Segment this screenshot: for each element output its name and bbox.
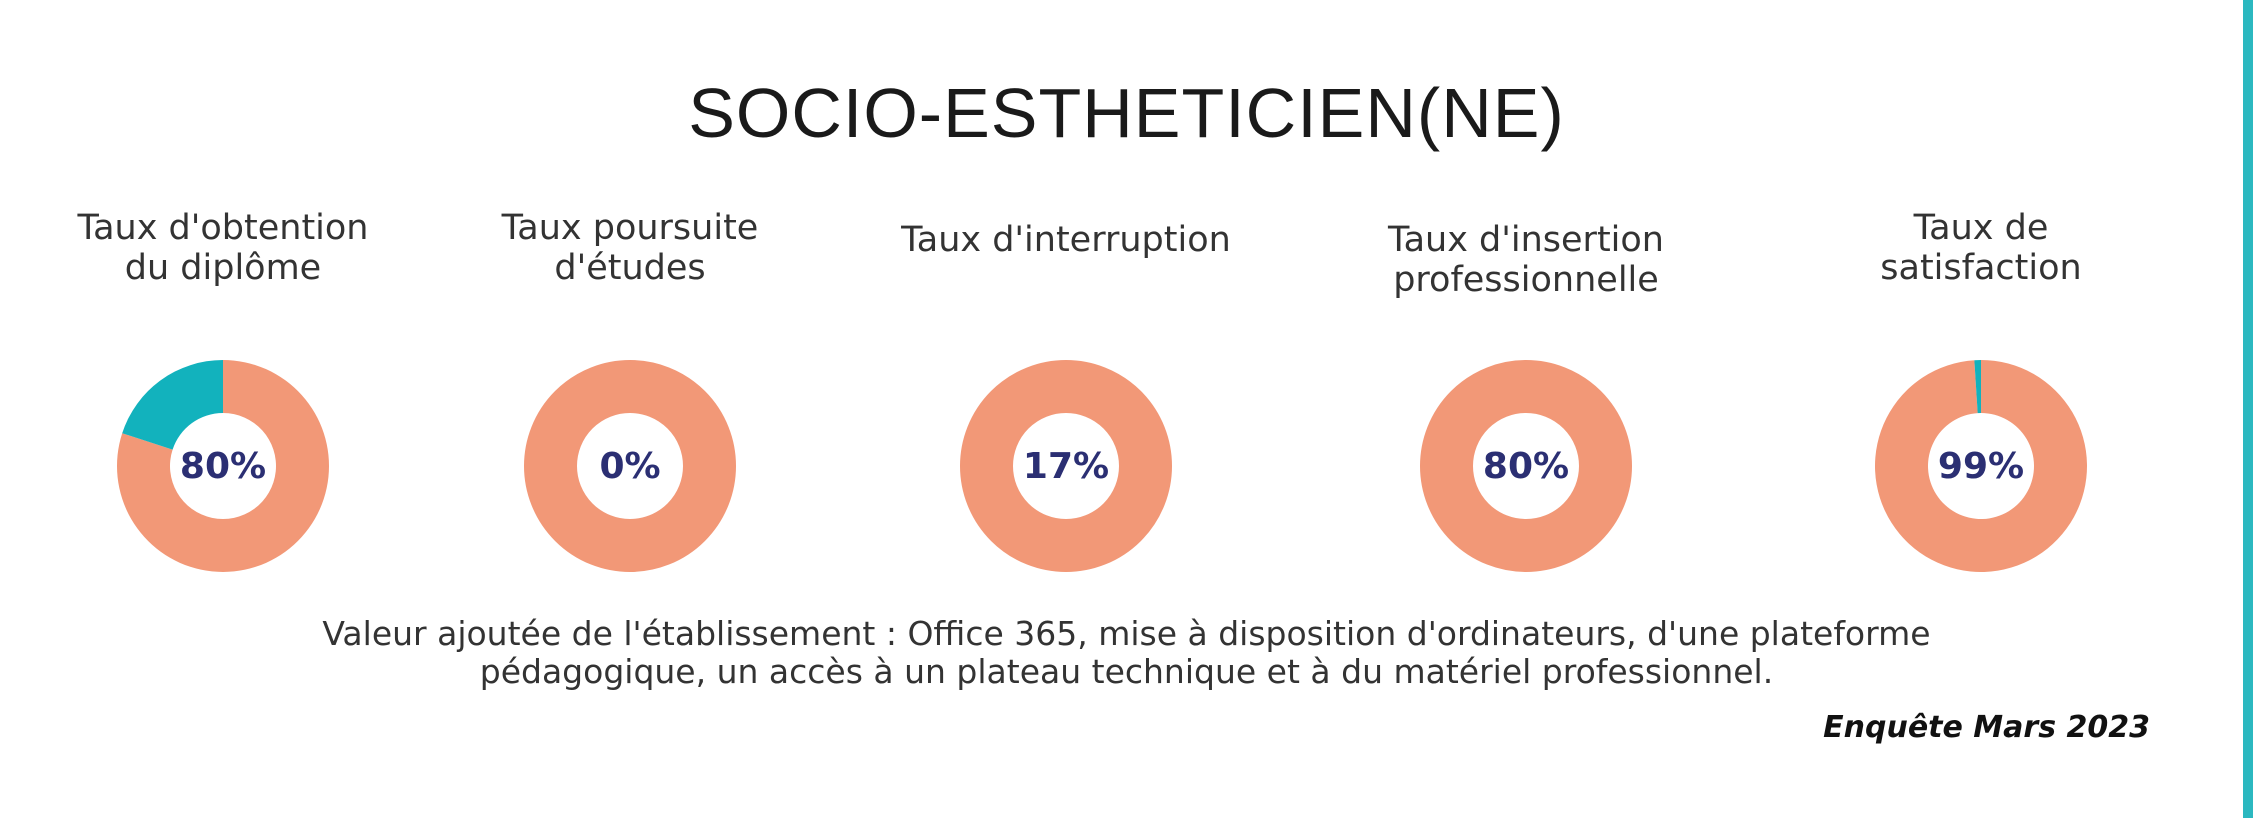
donut-value-label: 80%	[1482, 445, 1570, 487]
donut-svg	[1420, 360, 1632, 572]
donut-slice-remainder	[122, 360, 223, 450]
donut-slice-value	[1875, 360, 2087, 572]
donut-value-label: 99%	[1937, 445, 2025, 487]
indicator-interruption: Taux d'interruption 17%	[846, 208, 1286, 572]
donut-slice-remainder	[1974, 360, 1981, 414]
survey-source: Enquête Mars 2023	[1823, 710, 2150, 745]
indicator-label: Taux de satisfaction	[1880, 208, 2082, 288]
donut-chart: 80%	[115, 358, 331, 574]
donut-value-label: 17%	[1022, 445, 1110, 487]
donut-svg	[1875, 360, 2087, 572]
donut-value-label: 0%	[599, 445, 661, 487]
indicator-professional-insertion: Taux d'insertion professionnelle 80%	[1306, 208, 1746, 572]
indicator-label: Taux d'insertion professionnelle	[1387, 220, 1664, 300]
donut-svg	[116, 360, 329, 572]
donut-slice-value	[524, 360, 736, 572]
indicator-label: Taux poursuite d'études	[501, 208, 759, 288]
donut-slice-value	[116, 360, 329, 572]
indicator-label: Taux d'interruption	[901, 220, 1231, 260]
donut-chart: 80%	[1418, 358, 1634, 574]
indicator-satisfaction: Taux de satisfaction 99%	[1761, 208, 2201, 572]
donut-chart: 0%	[522, 358, 738, 574]
donut-svg	[960, 360, 1172, 572]
indicator-diploma: Taux d'obtention du diplôme 80%	[3, 208, 443, 572]
donut-slice-value	[960, 360, 1172, 572]
indicator-further-studies: Taux poursuite d'études 0%	[410, 208, 850, 572]
page-title: SOCIO-ESTHETICIEN(NE)	[688, 74, 1565, 152]
donut-chart: 17%	[958, 358, 1174, 574]
indicator-label: Taux d'obtention du diplôme	[77, 208, 369, 288]
donut-slice-value	[1420, 360, 1632, 572]
donut-svg	[524, 360, 736, 572]
added-value-note: Valeur ajoutée de l'établissement : Offi…	[322, 614, 1931, 691]
donut-chart: 99%	[1873, 358, 2089, 574]
right-edge-border	[2243, 0, 2253, 818]
donut-value-label: 80%	[179, 445, 267, 487]
